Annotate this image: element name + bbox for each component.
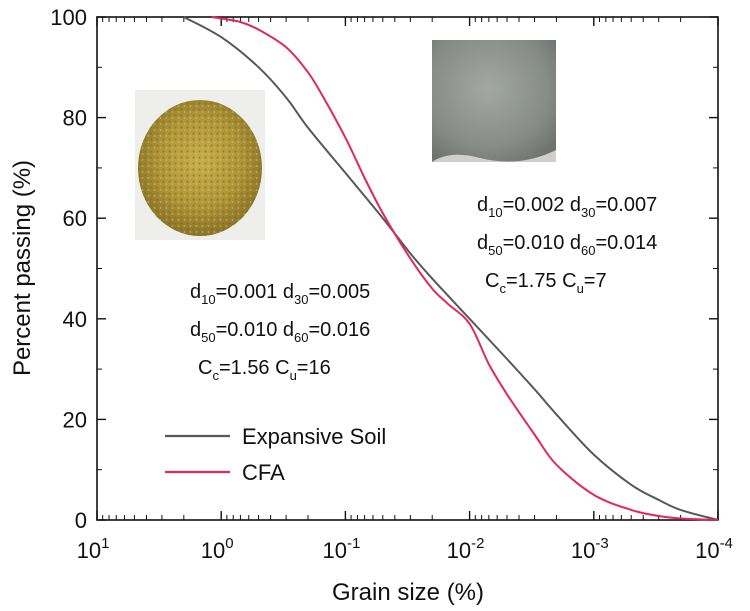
axis-ticks (96, 16, 719, 521)
legend-label-cfa: CFA (242, 460, 285, 485)
annotation-line: d50=0.010 d60=0.014 (477, 232, 657, 258)
annotation-line: Cc=1.56 Cu=16 (198, 357, 331, 383)
series-layer (183, 16, 719, 521)
cfa-photo (432, 40, 556, 162)
expansive-soil-photo (135, 90, 265, 240)
y-tick-label: 40 (63, 307, 87, 332)
y-axis-title: Percent passing (%) (9, 160, 36, 376)
y-tick-label: 100 (50, 5, 87, 30)
annotation-line: d10=0.001 d30=0.005 (190, 281, 370, 307)
series-line-expansive-soil (183, 16, 719, 521)
y-tick-label: 0 (75, 508, 87, 533)
x-tick-label: 100 (201, 535, 234, 563)
y-tick-label: 60 (63, 206, 87, 231)
x-tick-label: 10-1 (322, 535, 360, 563)
annotation-line: d50=0.010 d60=0.016 (190, 319, 370, 345)
x-tick-label: 10-4 (695, 535, 733, 563)
y-tick-label: 20 (63, 407, 87, 432)
x-axis-title: Grain size (%) (332, 579, 484, 606)
x-tick-label: 10-2 (447, 535, 485, 563)
annotations: d10=0.001 d30=0.005 d50=0.010 d60=0.016 Cc… (190, 194, 657, 383)
annotation-line: Cc=1.75 Cu=7 (485, 270, 607, 296)
tick-labels: 101 100 10-1 10-2 10-3 10-4 0 20 40 60 80 100 (50, 5, 733, 563)
x-tick-label: 10-3 (571, 535, 609, 563)
annotation-line: d10=0.002 d30=0.007 (477, 194, 657, 220)
legend: Expansive Soil CFA (165, 424, 386, 485)
x-tick-label: 101 (77, 535, 110, 563)
series-line-cfa (211, 16, 719, 521)
legend-label-expansive-soil: Expansive Soil (242, 424, 386, 449)
y-tick-label: 80 (63, 106, 87, 131)
